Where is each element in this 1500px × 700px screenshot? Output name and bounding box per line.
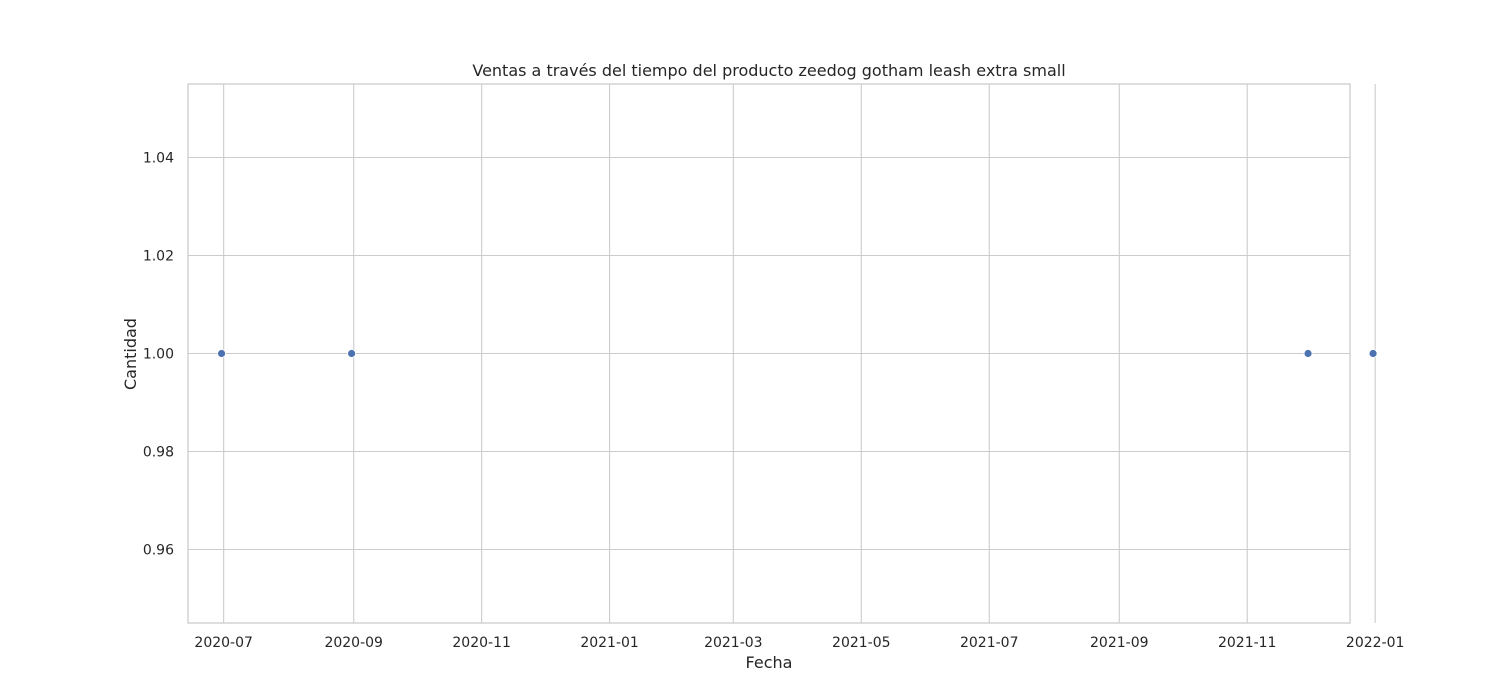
data-point — [1303, 349, 1313, 358]
y-axis-label: Cantidad — [121, 318, 140, 390]
x-tick-label: 2021-09 — [1090, 635, 1149, 651]
x-tick-label: 2021-05 — [832, 635, 891, 651]
x-tick-label: 2021-11 — [1218, 635, 1277, 651]
x-tick-label: 2020-11 — [452, 635, 511, 651]
y-tick-label: 1.04 — [143, 151, 174, 167]
data-point — [1368, 349, 1378, 358]
grid-layer — [188, 84, 1376, 623]
chart-title: Ventas a través del tiempo del producto … — [472, 61, 1065, 80]
x-tick-label: 2021-03 — [704, 635, 763, 651]
data-point — [217, 349, 226, 358]
x-tick-label: 2022-01 — [1346, 635, 1405, 651]
x-tick-label: 2020-07 — [194, 635, 253, 651]
x-axis-label: Fecha — [746, 653, 793, 672]
tick-layer: 2020-07 2020-09 2020-11 2021-01 2021-03 2021-… — [143, 151, 1405, 652]
plot-frame — [187, 83, 1351, 624]
x-tick-label: 2020-09 — [324, 635, 383, 651]
y-tick-label: 0.96 — [143, 543, 174, 559]
x-tick-label: 2021-07 — [960, 635, 1019, 651]
x-tick-label: 2021-01 — [580, 635, 639, 651]
y-tick-label: 0.98 — [143, 445, 174, 461]
y-tick-label: 1.02 — [143, 249, 174, 265]
y-tick-label: 1.00 — [143, 347, 174, 363]
point-layer — [217, 349, 1378, 358]
data-point — [347, 349, 357, 358]
